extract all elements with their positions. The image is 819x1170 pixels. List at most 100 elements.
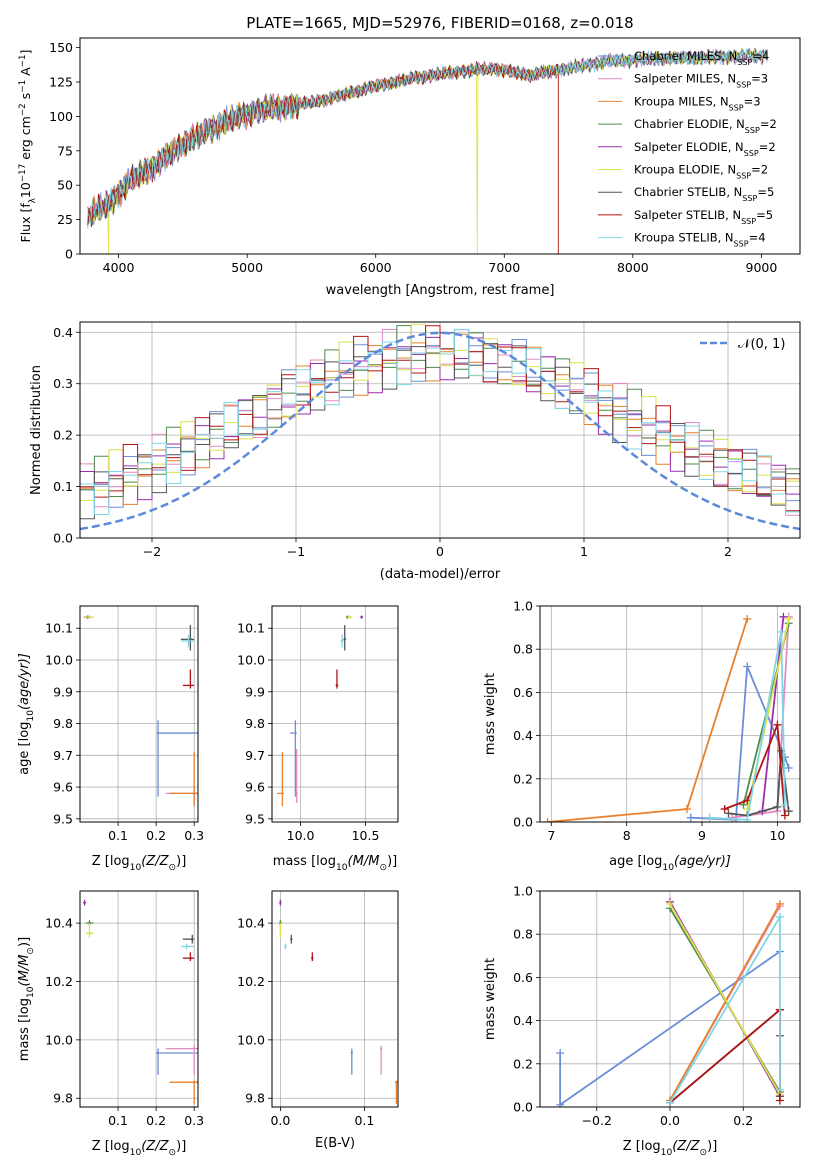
spectrum-line-8 <box>87 61 559 254</box>
weight-marker <box>705 813 714 822</box>
y-tick-label: 0.2 <box>53 428 73 443</box>
page-title: PLATE=1665, MJD=52976, FIBERID=0168, z=0… <box>246 14 633 32</box>
x-tick-label: 10.5 <box>352 828 380 843</box>
weight-marker <box>775 912 784 921</box>
data-point <box>156 731 160 735</box>
weight-marker <box>724 809 733 818</box>
y-tick-label: 0.8 <box>513 642 533 657</box>
y-tick-label: 50 <box>57 178 73 193</box>
y-tick-label: 9.8 <box>53 1091 73 1106</box>
legend-label: Kroupa STELIB, NSSP=4 <box>634 231 766 249</box>
data-point <box>395 1080 398 1084</box>
data-point <box>340 639 344 643</box>
weight-marker <box>720 805 729 814</box>
data-point <box>88 615 91 619</box>
y-tick-label: 0.0 <box>513 1100 533 1115</box>
x-tick-label: 5000 <box>231 260 263 275</box>
plot-area-mass_vs_Z <box>83 899 198 1105</box>
data-point <box>185 945 188 948</box>
x-tick-label: 0.0 <box>660 1113 680 1128</box>
data-point <box>192 792 196 795</box>
x-tick-label: 2 <box>724 544 732 559</box>
weight-marker <box>666 899 674 908</box>
x-axis-label: age [log10(age/yr)] <box>609 854 731 873</box>
y-tick-label: 0.4 <box>53 325 73 340</box>
y-tick-label: 9.6 <box>53 780 73 795</box>
y-tick-label: 125 <box>49 75 73 90</box>
weight-marker <box>780 811 789 820</box>
data-point <box>83 901 86 904</box>
y-tick-label: 25 <box>57 212 73 227</box>
y-tick-label: 10.0 <box>45 653 73 668</box>
x-tick-label: 10.0 <box>287 828 315 843</box>
y-tick-label: 10.4 <box>237 916 265 931</box>
weight-marker <box>784 807 793 816</box>
plot-area-spectrum <box>87 47 768 254</box>
legend-label: Salpeter MILES, NSSP=3 <box>634 72 768 90</box>
x-tick-label: 7000 <box>488 260 520 275</box>
panel-weight_vs_age: 7 8 9 10 0.0 0.2 0.4 0.6 0.8 1.0 age [log10(age/yr… <box>483 599 801 873</box>
y-tick-label: 0.4 <box>513 728 533 743</box>
x-tick-label: 0.2 <box>146 828 166 843</box>
data-point <box>192 1047 196 1050</box>
x-axis-label: Z [log10(Z/Z⊙)] <box>623 1139 718 1158</box>
weight-marker <box>784 764 793 772</box>
plot-area-weight_vs_Z <box>556 897 784 1107</box>
y-tick-label: 10.1 <box>45 621 73 636</box>
x-tick-label: 4000 <box>103 260 135 275</box>
panel-mass_vs_Z: 0.1 0.2 0.3 9.8 10.0 10.2 10.4 Z [log10(Z/Z⊙)] m… <box>17 890 204 1158</box>
weight-marker <box>728 813 737 822</box>
x-tick-label: 8 <box>623 828 631 843</box>
plot-area-weight_vs_age <box>543 612 793 822</box>
data-point <box>191 937 194 941</box>
weight-marker <box>777 627 786 636</box>
weight-marker <box>682 805 691 814</box>
y-tick-label: 9.7 <box>53 748 73 763</box>
y-tick-label: 75 <box>57 143 73 158</box>
weight-marker <box>775 899 784 908</box>
weight-marker <box>773 802 782 811</box>
data-point <box>290 937 293 941</box>
weight-marker <box>556 1049 565 1057</box>
x-tick-label: 0.1 <box>108 828 128 843</box>
data-point <box>311 956 314 960</box>
y-axis-label: mass weight <box>483 958 498 1040</box>
axes-frame <box>271 890 399 1108</box>
legend-label: Kroupa MILES, NSSP=3 <box>634 94 761 112</box>
data-point <box>294 731 297 735</box>
x-axis-label: wavelength [Angstrom, rest frame] <box>326 283 555 298</box>
legend-label: Kroupa ELODIE, NSSP=2 <box>634 163 768 181</box>
y-tick-label: 9.8 <box>245 716 265 731</box>
y-tick-label: 10.1 <box>237 621 265 636</box>
data-point <box>284 945 287 948</box>
panel-residuals: −2 −1 0 1 2 0.0 0.1 0.2 0.3 0.4 (data-model)/error… <box>29 321 801 582</box>
weight-line-9 <box>709 631 786 821</box>
plot-area-mass_vs_EBV <box>279 899 398 1105</box>
y-tick-label: 9.9 <box>53 684 73 699</box>
data-point <box>295 792 298 795</box>
weight-marker <box>784 614 793 623</box>
y-tick-label: 0.4 <box>513 1013 533 1028</box>
y-tick-label: 1.0 <box>513 599 533 614</box>
x-tick-label: 9000 <box>746 260 778 275</box>
x-axis-label: (data-model)/error <box>380 567 501 582</box>
x-axis-label: Z [log10(Z/Z⊙)] <box>92 1139 187 1158</box>
weight-marker <box>556 1100 565 1107</box>
weight-marker <box>686 813 695 822</box>
data-point <box>343 638 346 641</box>
y-tick-label: 9.5 <box>53 811 73 826</box>
x-tick-label: 0.2 <box>146 1113 166 1128</box>
panel-spectrum: 4000 5000 6000 7000 8000 9000 0 25 50 75 100 125 150… <box>18 37 801 298</box>
data-point <box>189 684 192 687</box>
data-point <box>192 1080 196 1084</box>
y-tick-label: 0.3 <box>53 376 73 391</box>
data-point <box>279 901 282 904</box>
y-tick-label: 10.2 <box>45 974 73 989</box>
y-tick-label: 0.0 <box>513 815 533 830</box>
x-tick-label: 0.1 <box>354 1113 374 1128</box>
weight-marker <box>743 614 752 623</box>
y-tick-label: 9.7 <box>245 748 265 763</box>
weight-marker <box>775 1085 784 1094</box>
plot-area-age_vs_mass <box>277 615 363 807</box>
data-point <box>348 615 352 619</box>
